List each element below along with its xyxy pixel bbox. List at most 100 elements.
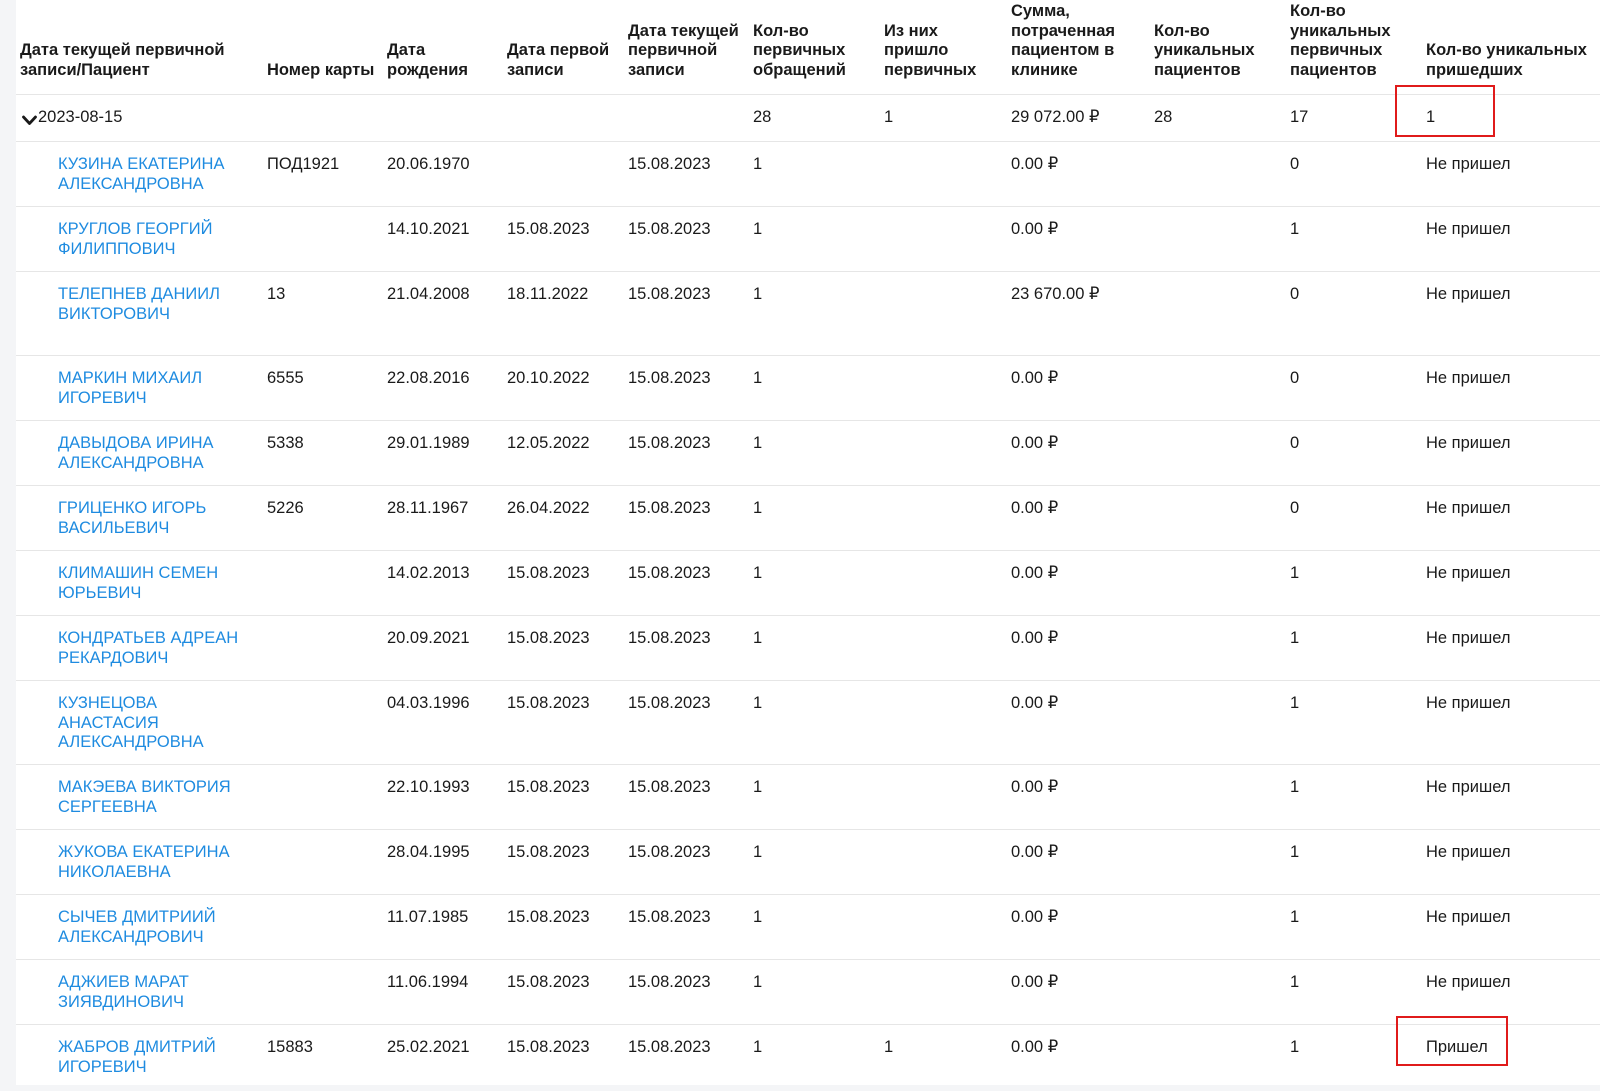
column-header-patient[interactable]: Дата текущей первичной записи/Пациент bbox=[16, 0, 263, 95]
current-visit-date: 15.08.2023 bbox=[624, 894, 749, 960]
patient-name-link[interactable]: КРУГЛОВ ГЕОРГИЙ ФИЛИППОВИЧ bbox=[58, 220, 213, 258]
unique-patients bbox=[1150, 959, 1286, 1025]
table-row[interactable]: КУЗИНА ЕКАТЕРИНА АЛЕКСАНДРОВНА ПОД1921 20.… bbox=[16, 141, 1600, 207]
first-visit-date: 15.08.2023 bbox=[503, 615, 624, 681]
patient-name-link[interactable]: МАРКИН МИХАИЛ ИГОРЕВИЧ bbox=[58, 369, 203, 407]
birth-date: 28.04.1995 bbox=[383, 829, 503, 895]
primary-visits: 1 bbox=[749, 420, 880, 486]
patient-name-link[interactable]: ЖУКОВА ЕКАТЕРИНА НИКОЛАЕВНА bbox=[58, 843, 230, 881]
column-header-came-primary[interactable]: Из них пришло первичных bbox=[880, 0, 1007, 95]
primary-visits: 1 bbox=[749, 550, 880, 616]
patient-name-cell: КОНДРАТЬЕВ АДРЕАН РЕКАРДОВИЧ bbox=[16, 615, 263, 681]
unique-patients bbox=[1150, 764, 1286, 830]
table-row[interactable]: КРУГЛОВ ГЕОРГИЙ ФИЛИППОВИЧ 14.10.2021 15.0… bbox=[16, 206, 1600, 272]
patient-name-link[interactable]: ГРИЦЕНКО ИГОРЬ ВАСИЛЬЕВИЧ bbox=[58, 499, 207, 537]
card-number bbox=[263, 829, 383, 895]
column-header-primary-visits[interactable]: Кол-во первичных обращений bbox=[749, 0, 880, 95]
unique-primary: 1 bbox=[1286, 959, 1422, 1025]
patient-name-link[interactable]: АДЖИЕВ МАРАТ ЗИЯВДИНОВИЧ bbox=[58, 973, 189, 1011]
patient-name-cell: ЖАБРОВ ДМИТРИЙ ИГОРЕВИЧ bbox=[16, 1024, 263, 1090]
table-row[interactable]: КОНДРАТЬЕВ АДРЕАН РЕКАРДОВИЧ 20.09.2021 15… bbox=[16, 615, 1600, 681]
current-visit-date: 15.08.2023 bbox=[624, 420, 749, 486]
visit-status-value: Пришел bbox=[1426, 1038, 1488, 1056]
column-header-sum-spent[interactable]: Сумма, потраченная пациентом в клинике bbox=[1007, 0, 1150, 95]
came-primary bbox=[880, 615, 1007, 681]
table-row[interactable]: ТЕЛЕПНЕВ ДАНИИЛ ВИКТОРОВИЧ 13 21.04.2008 18… bbox=[16, 271, 1600, 356]
current-visit-date: 15.08.2023 bbox=[624, 680, 749, 765]
unique-patients bbox=[1150, 894, 1286, 960]
patient-name-link[interactable]: КЛИМАШИН СЕМЕН ЮРЬЕВИЧ bbox=[58, 564, 219, 602]
column-header-card-number[interactable]: Номер карты bbox=[263, 0, 383, 95]
birth-date: 04.03.1996 bbox=[383, 680, 503, 765]
came-primary: 1 bbox=[880, 1024, 1007, 1090]
table-row[interactable]: КУЗНЕЦОВА АНАСТАСИЯ АЛЕКСАНДРОВНА 04.03.1… bbox=[16, 680, 1600, 765]
patient-name-link[interactable]: КУЗНЕЦОВА АНАСТАСИЯ АЛЕКСАНДРОВНА bbox=[58, 694, 204, 751]
column-header-unique-came[interactable]: Кол-во уникальных пришедших bbox=[1422, 0, 1600, 95]
unique-primary: 1 bbox=[1286, 1024, 1422, 1090]
sum-spent: 0.00 ₽ bbox=[1007, 141, 1150, 207]
table-row[interactable]: ЖАБРОВ ДМИТРИЙ ИГОРЕВИЧ 15883 25.02.2021 15… bbox=[16, 1016, 1600, 1090]
group-sum: 29 072.00 ₽ bbox=[1007, 94, 1150, 142]
came-primary bbox=[880, 485, 1007, 551]
first-visit-date: 15.08.2023 bbox=[503, 959, 624, 1025]
unique-patients bbox=[1150, 615, 1286, 681]
card-number bbox=[263, 894, 383, 960]
sum-spent: 0.00 ₽ bbox=[1007, 1024, 1150, 1090]
table-row[interactable]: СЫЧЕВ ДМИТРИИЙ АЛЕКСАНДРОВИЧ 11.07.1985 15… bbox=[16, 894, 1600, 960]
column-header-unique-primary[interactable]: Кол-во уникальных первичных пациентов bbox=[1286, 0, 1422, 95]
card-number bbox=[263, 680, 383, 765]
sum-spent: 0.00 ₽ bbox=[1007, 764, 1150, 830]
column-header-birth-date[interactable]: Дата рождения bbox=[383, 0, 503, 95]
patient-name-link[interactable]: ТЕЛЕПНЕВ ДАНИИЛ ВИКТОРОВИЧ bbox=[58, 285, 220, 323]
patient-name-link[interactable]: ДАВЫДОВА ИРИНА АЛЕКСАНДРОВНА bbox=[58, 434, 214, 472]
birth-date: 20.06.1970 bbox=[383, 141, 503, 207]
visit-status: Не пришел bbox=[1422, 764, 1600, 830]
table-row[interactable]: МАКЭЕВА ВИКТОРИЯ СЕРГЕЕВНА 22.10.1993 15.0… bbox=[16, 764, 1600, 830]
table-row[interactable]: ЖУКОВА ЕКАТЕРИНА НИКОЛАЕВНА 28.04.1995 15.… bbox=[16, 829, 1600, 895]
primary-visits: 1 bbox=[749, 355, 880, 421]
patient-name-link[interactable]: КУЗИНА ЕКАТЕРИНА АЛЕКСАНДРОВНА bbox=[58, 155, 225, 193]
column-header-current-visit-date[interactable]: Дата текущей первичной записи bbox=[624, 0, 749, 95]
unique-primary: 1 bbox=[1286, 206, 1422, 272]
group-row[interactable]: 2023-08-15 28 1 29 072.00 ₽ 28 17 1 bbox=[16, 85, 1600, 142]
current-visit-date: 15.08.2023 bbox=[624, 271, 749, 356]
unique-patients bbox=[1150, 206, 1286, 272]
patient-name-link[interactable]: ЖАБРОВ ДМИТРИЙ ИГОРЕВИЧ bbox=[58, 1038, 216, 1076]
group-primary-visits: 28 bbox=[749, 94, 880, 142]
patient-name-link[interactable]: МАКЭЕВА ВИКТОРИЯ СЕРГЕЕВНА bbox=[58, 778, 231, 816]
came-primary bbox=[880, 355, 1007, 421]
sum-spent: 0.00 ₽ bbox=[1007, 485, 1150, 551]
card-number: 5338 bbox=[263, 420, 383, 486]
first-visit-date: 15.08.2023 bbox=[503, 1024, 624, 1090]
first-visit-date: 15.08.2023 bbox=[503, 829, 624, 895]
unique-primary: 0 bbox=[1286, 485, 1422, 551]
chevron-down-icon[interactable] bbox=[20, 108, 38, 128]
table-row[interactable]: КЛИМАШИН СЕМЕН ЮРЬЕВИЧ 14.02.2013 15.08.20… bbox=[16, 550, 1600, 616]
primary-visits: 1 bbox=[749, 206, 880, 272]
table-row[interactable]: ГРИЦЕНКО ИГОРЬ ВАСИЛЬЕВИЧ 5226 28.11.1967 2… bbox=[16, 485, 1600, 551]
patient-name-link[interactable]: КОНДРАТЬЕВ АДРЕАН РЕКАРДОВИЧ bbox=[58, 629, 239, 667]
primary-visits: 1 bbox=[749, 141, 880, 207]
table-header-row: Дата текущей первичной записи/Пациент Но… bbox=[16, 0, 1600, 95]
card-number bbox=[263, 959, 383, 1025]
birth-date: 29.01.1989 bbox=[383, 420, 503, 486]
visit-status: Не пришел bbox=[1422, 894, 1600, 960]
unique-primary: 0 bbox=[1286, 420, 1422, 486]
visit-status: Не пришел bbox=[1422, 141, 1600, 207]
first-visit-date: 15.08.2023 bbox=[503, 206, 624, 272]
column-header-unique-patients[interactable]: Кол-во уникальных пациентов bbox=[1150, 0, 1286, 95]
card-number: 6555 bbox=[263, 355, 383, 421]
unique-patients bbox=[1150, 420, 1286, 486]
sum-spent: 0.00 ₽ bbox=[1007, 206, 1150, 272]
unique-patients bbox=[1150, 550, 1286, 616]
patient-name-link[interactable]: СЫЧЕВ ДМИТРИИЙ АЛЕКСАНДРОВИЧ bbox=[58, 908, 216, 946]
group-came-primary: 1 bbox=[880, 94, 1007, 142]
first-visit-date: 26.04.2022 bbox=[503, 485, 624, 551]
table-row[interactable]: АДЖИЕВ МАРАТ ЗИЯВДИНОВИЧ 11.06.1994 15.08.… bbox=[16, 959, 1600, 1025]
column-header-first-visit-date[interactable]: Дата первой записи bbox=[503, 0, 624, 95]
visit-status: Не пришел bbox=[1422, 829, 1600, 895]
primary-visits: 1 bbox=[749, 271, 880, 356]
group-date-cell[interactable]: 2023-08-15 bbox=[16, 94, 263, 142]
table-row[interactable]: МАРКИН МИХАИЛ ИГОРЕВИЧ 6555 22.08.2016 20.1… bbox=[16, 355, 1600, 421]
table-row[interactable]: ДАВЫДОВА ИРИНА АЛЕКСАНДРОВНА 5338 29.01.19… bbox=[16, 420, 1600, 486]
